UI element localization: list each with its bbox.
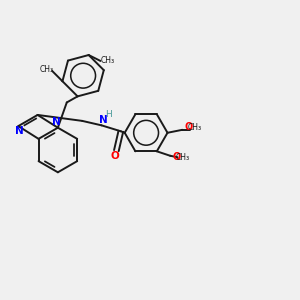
Text: O: O <box>110 151 119 161</box>
Text: N: N <box>52 117 61 128</box>
Text: CH₃: CH₃ <box>101 56 115 65</box>
Text: CH₃: CH₃ <box>40 65 54 74</box>
Text: N: N <box>99 115 107 125</box>
Text: O: O <box>172 152 181 162</box>
Text: CH₃: CH₃ <box>188 123 202 132</box>
Text: N: N <box>15 126 24 136</box>
Text: H: H <box>106 110 112 119</box>
Text: CH₃: CH₃ <box>176 153 190 162</box>
Text: O: O <box>185 122 193 132</box>
